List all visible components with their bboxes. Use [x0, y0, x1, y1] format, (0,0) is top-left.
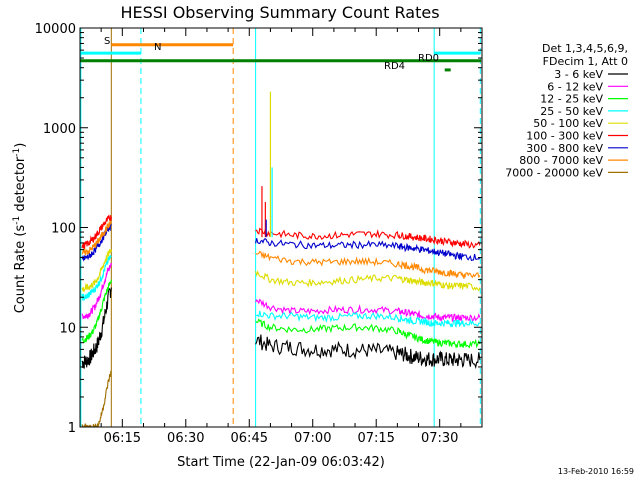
series-line-blue: [255, 237, 481, 262]
series-line-yellow: [81, 249, 112, 293]
series-line-olive: [81, 370, 112, 428]
series-line-black: [255, 334, 481, 370]
x-axis: 06:15 06:30 06:45 07:00 07:15 07:30: [100, 28, 462, 446]
legend-entry-label: 25 - 50 keV: [540, 105, 603, 118]
flag-label: RD0: [418, 53, 439, 64]
x-tick-label: 07:30: [421, 431, 458, 446]
y-axis: 1 10 100 1000 10000: [35, 22, 482, 436]
flag-label: RD4: [384, 61, 405, 72]
legend-entry-label: 300 - 800 keV: [526, 142, 603, 155]
series-line-yellow: [255, 270, 481, 292]
y-tick-label: 1000: [43, 122, 76, 137]
legend-entry-label: 6 - 12 keV: [547, 80, 603, 93]
chart-title: HESSI Observing Summary Count Rates: [120, 3, 439, 22]
series-line-green: [255, 318, 481, 349]
legend-entry-label: 50 - 100 keV: [533, 117, 603, 130]
series-line-green: [81, 279, 112, 344]
legend-header-2: FDecim 1, Att 0: [543, 55, 628, 68]
legend-entry-label: 12 - 25 keV: [540, 93, 603, 106]
legend-entry-label: 3 - 6 keV: [554, 68, 603, 81]
flag-label: S: [104, 36, 110, 47]
legend-header-1: Det 1,3,4,5,6,9,: [542, 42, 628, 55]
y-tick-label: 1: [68, 421, 76, 436]
series-line-black: [81, 287, 112, 369]
footer-date: 13-Feb-2010 16:59: [558, 467, 634, 476]
legend-entry-label: 7000 - 20000 keV: [505, 166, 603, 179]
series-line-orange: [255, 250, 481, 279]
x-tick-label: 06:45: [231, 431, 268, 446]
series-line-magenta: [255, 298, 481, 323]
series-line-cyan: [81, 255, 112, 302]
x-tick-label: 07:00: [294, 431, 331, 446]
x-tick-label: 06:15: [104, 431, 141, 446]
series-line-magenta: [81, 262, 112, 320]
y-tick-label: 10000: [35, 22, 76, 37]
series-line-red: [81, 214, 112, 249]
plot-area: S N RD0 RD4: [80, 28, 482, 428]
y-tick-label: 100: [51, 222, 76, 237]
legend-entry-label: 100 - 300 keV: [526, 130, 603, 143]
series-line-orange: [81, 220, 112, 256]
series-line-cyan: [255, 310, 480, 328]
series-line-red: [255, 227, 481, 249]
plot-frame: [79, 27, 483, 428]
x-tick-label: 07:15: [357, 431, 394, 446]
y-axis-title: Count Rate (s-1 detector-1): [12, 143, 28, 314]
legend: Det 1,3,4,5,6,9, FDecim 1, Att 0 3 - 6 k…: [505, 42, 628, 179]
flag-label: N: [154, 42, 161, 53]
x-axis-title: Start Time (22-Jan-09 06:03:42): [177, 455, 385, 470]
legend-entry-label: 800 - 7000 keV: [519, 154, 603, 167]
x-tick-label: 06:30: [167, 431, 204, 446]
y-tick-label: 10: [59, 321, 76, 336]
